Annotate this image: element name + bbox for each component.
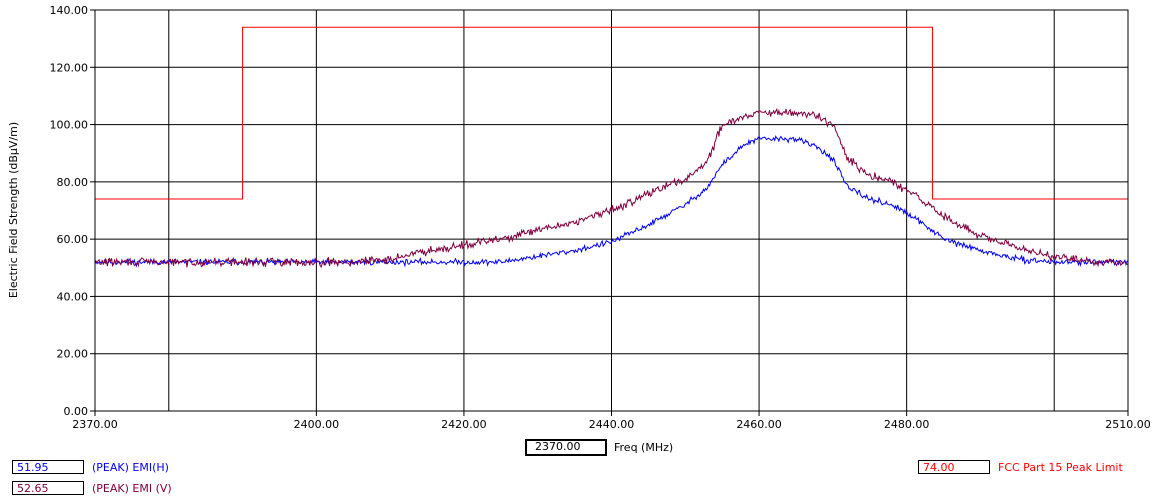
series-line-peak-emi-h <box>94 134 1129 268</box>
legend-limit-label: FCC Part 15 Peak Limit <box>998 461 1123 474</box>
legend-h-value: 51.95 <box>12 460 84 474</box>
y-tick-label: 0.00 <box>64 405 89 418</box>
x-tick-label: 2460.00 <box>736 418 782 431</box>
legend-limit-value: 74.00 <box>918 460 990 474</box>
x-tick-label: 2370.00 <box>72 418 118 431</box>
legend-v-label: (PEAK) EMI (V) <box>92 482 172 495</box>
y-tick-label: 40.00 <box>57 290 89 303</box>
chart-series-layer <box>94 26 1129 268</box>
series-line-peak-emi-v <box>94 107 1129 268</box>
y-tick-label: 60.00 <box>57 233 89 246</box>
x-tick-label: 2420.00 <box>441 418 487 431</box>
y-tick-label: 100.00 <box>50 119 89 132</box>
x-tick-label: 2510.00 <box>1105 418 1151 431</box>
y-tick-label: 140.00 <box>50 4 89 17</box>
y-tick-label: 80.00 <box>57 176 89 189</box>
legend-v-value: 52.65 <box>12 481 84 495</box>
x-axis-ticks: 2370.00 2400.00 2420.00 2440.00 2460.00 2480.… <box>72 411 1151 431</box>
emission-chart: 0.00 20.00 40.00 60.00 80.00 100.00 120.00 140.… <box>7 4 1151 431</box>
series-line-fcc-part-15-peak-limit <box>95 26 1128 200</box>
y-tick-label: 120.00 <box>50 61 89 74</box>
x-tick-label: 2400.00 <box>294 418 340 431</box>
legend-h-label: (PEAK) EMI(H) <box>92 461 169 474</box>
y-axis-ticks: 0.00 20.00 40.00 60.00 80.00 100.00 120.00 140.… <box>50 4 95 418</box>
y-tick-label: 20.00 <box>57 348 89 361</box>
freq-readout-value: 2370.00 <box>535 440 581 453</box>
y-axis-label: Electric Field Strength (dBµV/m) <box>7 122 20 298</box>
x-tick-label: 2480.00 <box>884 418 930 431</box>
x-axis-label: Freq (MHz) <box>614 441 674 454</box>
x-tick-label: 2440.00 <box>589 418 635 431</box>
chart-grid <box>95 9 1128 412</box>
freq-readout-field[interactable]: 2370.00 <box>525 439 607 456</box>
